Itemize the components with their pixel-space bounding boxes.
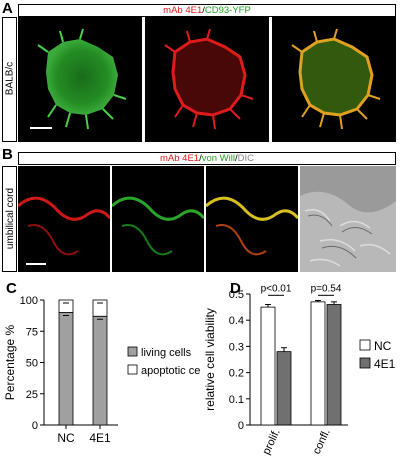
micrograph-b-green-svg [112,196,204,256]
chart-d-legend-label: 4E1 [374,357,396,371]
chart-d-ytick-label: 0.5 [229,289,244,301]
chart-d-ytick-label: 0.1 [229,394,244,406]
panel-b-header-stain1: mAb 4E1 [160,153,200,164]
panel-a-side-label-text: BALB/c [4,61,16,96]
micrograph-a-green [18,17,142,142]
chart-c-bar-segment [92,299,108,317]
chart-d-annotation: p=0.54 [311,283,342,294]
panel-b-header: mAb 4E1/von Will/DIC [18,152,396,165]
panel-b-side-label-text: umbilical cord [5,187,16,250]
panel-b-header-stain2: von Will [201,153,235,164]
chart-d-legend-swatch [359,357,371,369]
panel-b-header-stain3: DIC [237,153,254,164]
chart-d-legend-label: NC [374,339,392,353]
micrograph-a-merge [272,17,396,142]
micrograph-a-green-svg [30,28,127,130]
chart-c-xtick-label: 4E1 [89,431,111,445]
chart-d-bar [276,351,292,426]
panel-a-header-stain1: mAb 4E1 [163,5,203,16]
chart-d-bar [326,304,342,426]
chart-d-legend-swatch [359,339,371,351]
panel-d-letter: D [230,280,241,297]
chart-c-ytick-label: 100 [20,295,38,307]
micrograph-a-red [145,17,269,142]
chart-c-legend-label: living cells [141,347,192,359]
panel-a-header: mAb 4E1/CD93-YFP [18,4,396,17]
micrograph-b-dic [300,166,396,272]
micrograph-b-red [18,166,110,272]
panel-a-side-label: BALB/c [2,17,17,142]
micrograph-b-merge [206,166,298,272]
chart-c-ytick-label: 0 [32,420,38,432]
chart-c-legend-label: apoptotic cells [141,365,200,377]
chart-c-ytick-label: 75 [26,326,38,338]
chart-c-ylabel: Percentage % [3,324,17,400]
chart-d-xtick-label: prolif. [260,427,282,456]
panel-b-side-label: umbilical cord [2,166,17,272]
chart-d-ylabel: relative cell viability [203,308,217,411]
panel-a-header-sep: / [202,5,205,16]
micrograph-b-green [112,166,204,272]
chart-c-bar-segment [58,299,74,313]
chart-d-bar [260,306,276,426]
chart-d-ytick-label: 0.3 [229,341,244,353]
panel-a-letter: A [2,0,13,17]
micrograph-b-dic-svg [300,191,396,272]
chart-d-bar [310,301,326,426]
micrograph-b-merge-svg [206,196,298,256]
micrograph-b-red-svg [18,196,110,265]
chart-c-legend-swatch [127,364,138,375]
chart-c-legend-swatch [127,346,138,357]
chart-c-bar-segment [92,315,108,426]
chart-c-xtick-label: NC [57,431,75,445]
panel-a-header-stain2: CD93-YFP [204,5,251,16]
chart-d: 0 0.1 0.2 0.3 0.4 0.5 relative cell viability p… [203,283,396,456]
panel-b-header-sep1: / [199,153,202,164]
chart-d-ytick-label: 0.2 [229,368,244,380]
micrograph-a-merge-svg [291,28,381,130]
chart-c-ytick-label: 50 [26,358,38,370]
chart-d-ytick-label: 0.4 [229,315,244,327]
chart-c-bar-segment [58,312,74,426]
chart-d-annotation: p<0.01 [261,283,292,294]
chart-d-ytick-label: 0 [238,420,244,432]
panel-b-header-sep2: / [234,153,238,164]
chart-c-ytick-label: 25 [26,389,38,401]
micrograph-a-red-svg [164,28,254,130]
panel-c-letter: C [6,280,17,297]
chart-d-xtick-label: confl. [311,427,333,456]
panel-b-letter: B [2,146,13,163]
chart-c: 0 25 50 75 100 Percentage % NC 4E1 living cells a… [3,295,200,445]
